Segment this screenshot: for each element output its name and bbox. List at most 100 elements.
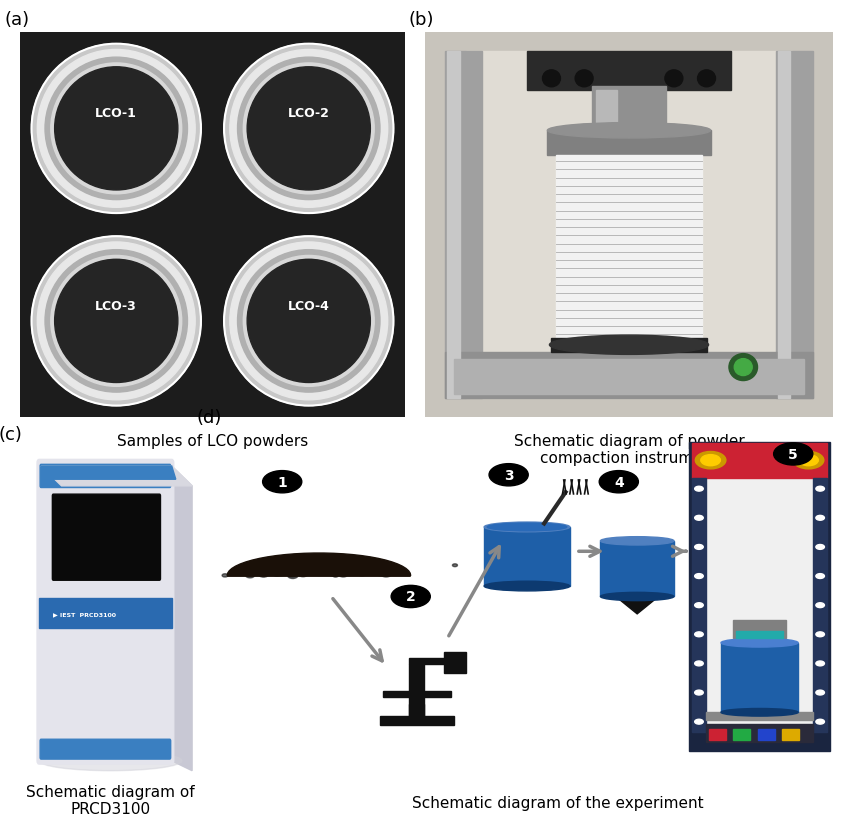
Circle shape	[54, 260, 178, 383]
Circle shape	[328, 567, 332, 570]
Circle shape	[338, 572, 348, 577]
Bar	[445, 52, 482, 399]
Circle shape	[316, 572, 322, 576]
Bar	[556, 156, 702, 341]
Circle shape	[243, 64, 374, 194]
Polygon shape	[227, 553, 411, 576]
Circle shape	[358, 571, 366, 576]
Bar	[383, 691, 450, 697]
Circle shape	[31, 237, 201, 406]
Circle shape	[816, 719, 824, 724]
Circle shape	[356, 564, 362, 567]
Circle shape	[37, 50, 196, 208]
Circle shape	[287, 566, 292, 569]
Text: Schematic diagram of
PRCD3100: Schematic diagram of PRCD3100	[26, 784, 195, 816]
Circle shape	[51, 256, 182, 387]
Circle shape	[575, 71, 593, 88]
Circle shape	[247, 260, 371, 383]
Circle shape	[317, 563, 327, 569]
Circle shape	[315, 561, 324, 566]
Circle shape	[278, 563, 286, 569]
Circle shape	[325, 566, 336, 572]
Bar	[734, 729, 751, 740]
Circle shape	[695, 452, 726, 469]
Circle shape	[284, 570, 287, 571]
FancyBboxPatch shape	[40, 465, 171, 488]
Text: Schematic diagram of powder
compaction instrument: Schematic diagram of powder compaction i…	[513, 433, 745, 466]
Circle shape	[292, 566, 298, 569]
Circle shape	[357, 564, 366, 569]
Circle shape	[54, 68, 178, 191]
Circle shape	[665, 71, 683, 88]
Circle shape	[320, 570, 327, 574]
Bar	[484, 528, 570, 586]
Circle shape	[237, 251, 380, 393]
Circle shape	[329, 567, 335, 571]
Circle shape	[377, 571, 386, 576]
Circle shape	[288, 572, 297, 577]
Bar	[410, 665, 424, 716]
Circle shape	[489, 464, 528, 486]
Circle shape	[298, 571, 309, 577]
Text: (d): (d)	[196, 409, 222, 427]
Circle shape	[298, 569, 306, 573]
Circle shape	[816, 632, 824, 637]
Circle shape	[694, 574, 703, 579]
Circle shape	[51, 64, 182, 194]
Circle shape	[305, 571, 311, 575]
Bar	[813, 479, 827, 732]
Bar	[552, 339, 706, 352]
Bar	[757, 729, 775, 740]
Polygon shape	[172, 466, 192, 771]
Circle shape	[230, 242, 388, 400]
Circle shape	[31, 45, 201, 214]
Polygon shape	[615, 597, 659, 614]
Circle shape	[270, 566, 280, 572]
Circle shape	[774, 443, 813, 466]
Bar	[447, 52, 460, 399]
Circle shape	[356, 562, 361, 564]
Circle shape	[333, 574, 338, 577]
Ellipse shape	[547, 123, 711, 139]
Circle shape	[275, 570, 286, 576]
Circle shape	[45, 58, 188, 200]
Circle shape	[694, 662, 703, 666]
Bar	[736, 632, 783, 638]
Circle shape	[237, 58, 380, 200]
Circle shape	[189, 567, 193, 570]
Circle shape	[793, 452, 824, 469]
Circle shape	[816, 574, 824, 579]
Circle shape	[288, 569, 298, 575]
Circle shape	[273, 573, 280, 576]
Ellipse shape	[600, 593, 674, 601]
Circle shape	[261, 569, 272, 575]
Text: LCO-2: LCO-2	[288, 108, 330, 121]
Circle shape	[307, 572, 312, 575]
Circle shape	[332, 569, 335, 571]
Text: ▶ IEST  PRCD3100: ▶ IEST PRCD3100	[54, 611, 116, 616]
Circle shape	[372, 568, 377, 571]
Text: 5: 5	[788, 447, 798, 461]
Bar	[706, 712, 813, 720]
Bar	[410, 658, 456, 665]
Bar	[445, 352, 813, 399]
Ellipse shape	[487, 523, 567, 531]
Circle shape	[323, 563, 332, 568]
Text: (c): (c)	[0, 425, 22, 443]
Circle shape	[285, 569, 292, 573]
Circle shape	[268, 561, 278, 566]
Circle shape	[381, 571, 391, 577]
FancyBboxPatch shape	[689, 442, 830, 751]
Text: LCO-4: LCO-4	[288, 299, 330, 313]
Circle shape	[260, 563, 269, 568]
Bar	[721, 643, 798, 712]
Circle shape	[353, 573, 357, 576]
Ellipse shape	[484, 523, 570, 532]
Circle shape	[269, 569, 277, 574]
Circle shape	[452, 564, 457, 567]
Bar	[782, 729, 799, 740]
Circle shape	[729, 354, 757, 381]
Text: LCO-1: LCO-1	[95, 108, 137, 121]
Bar	[547, 131, 711, 156]
Ellipse shape	[39, 751, 182, 771]
